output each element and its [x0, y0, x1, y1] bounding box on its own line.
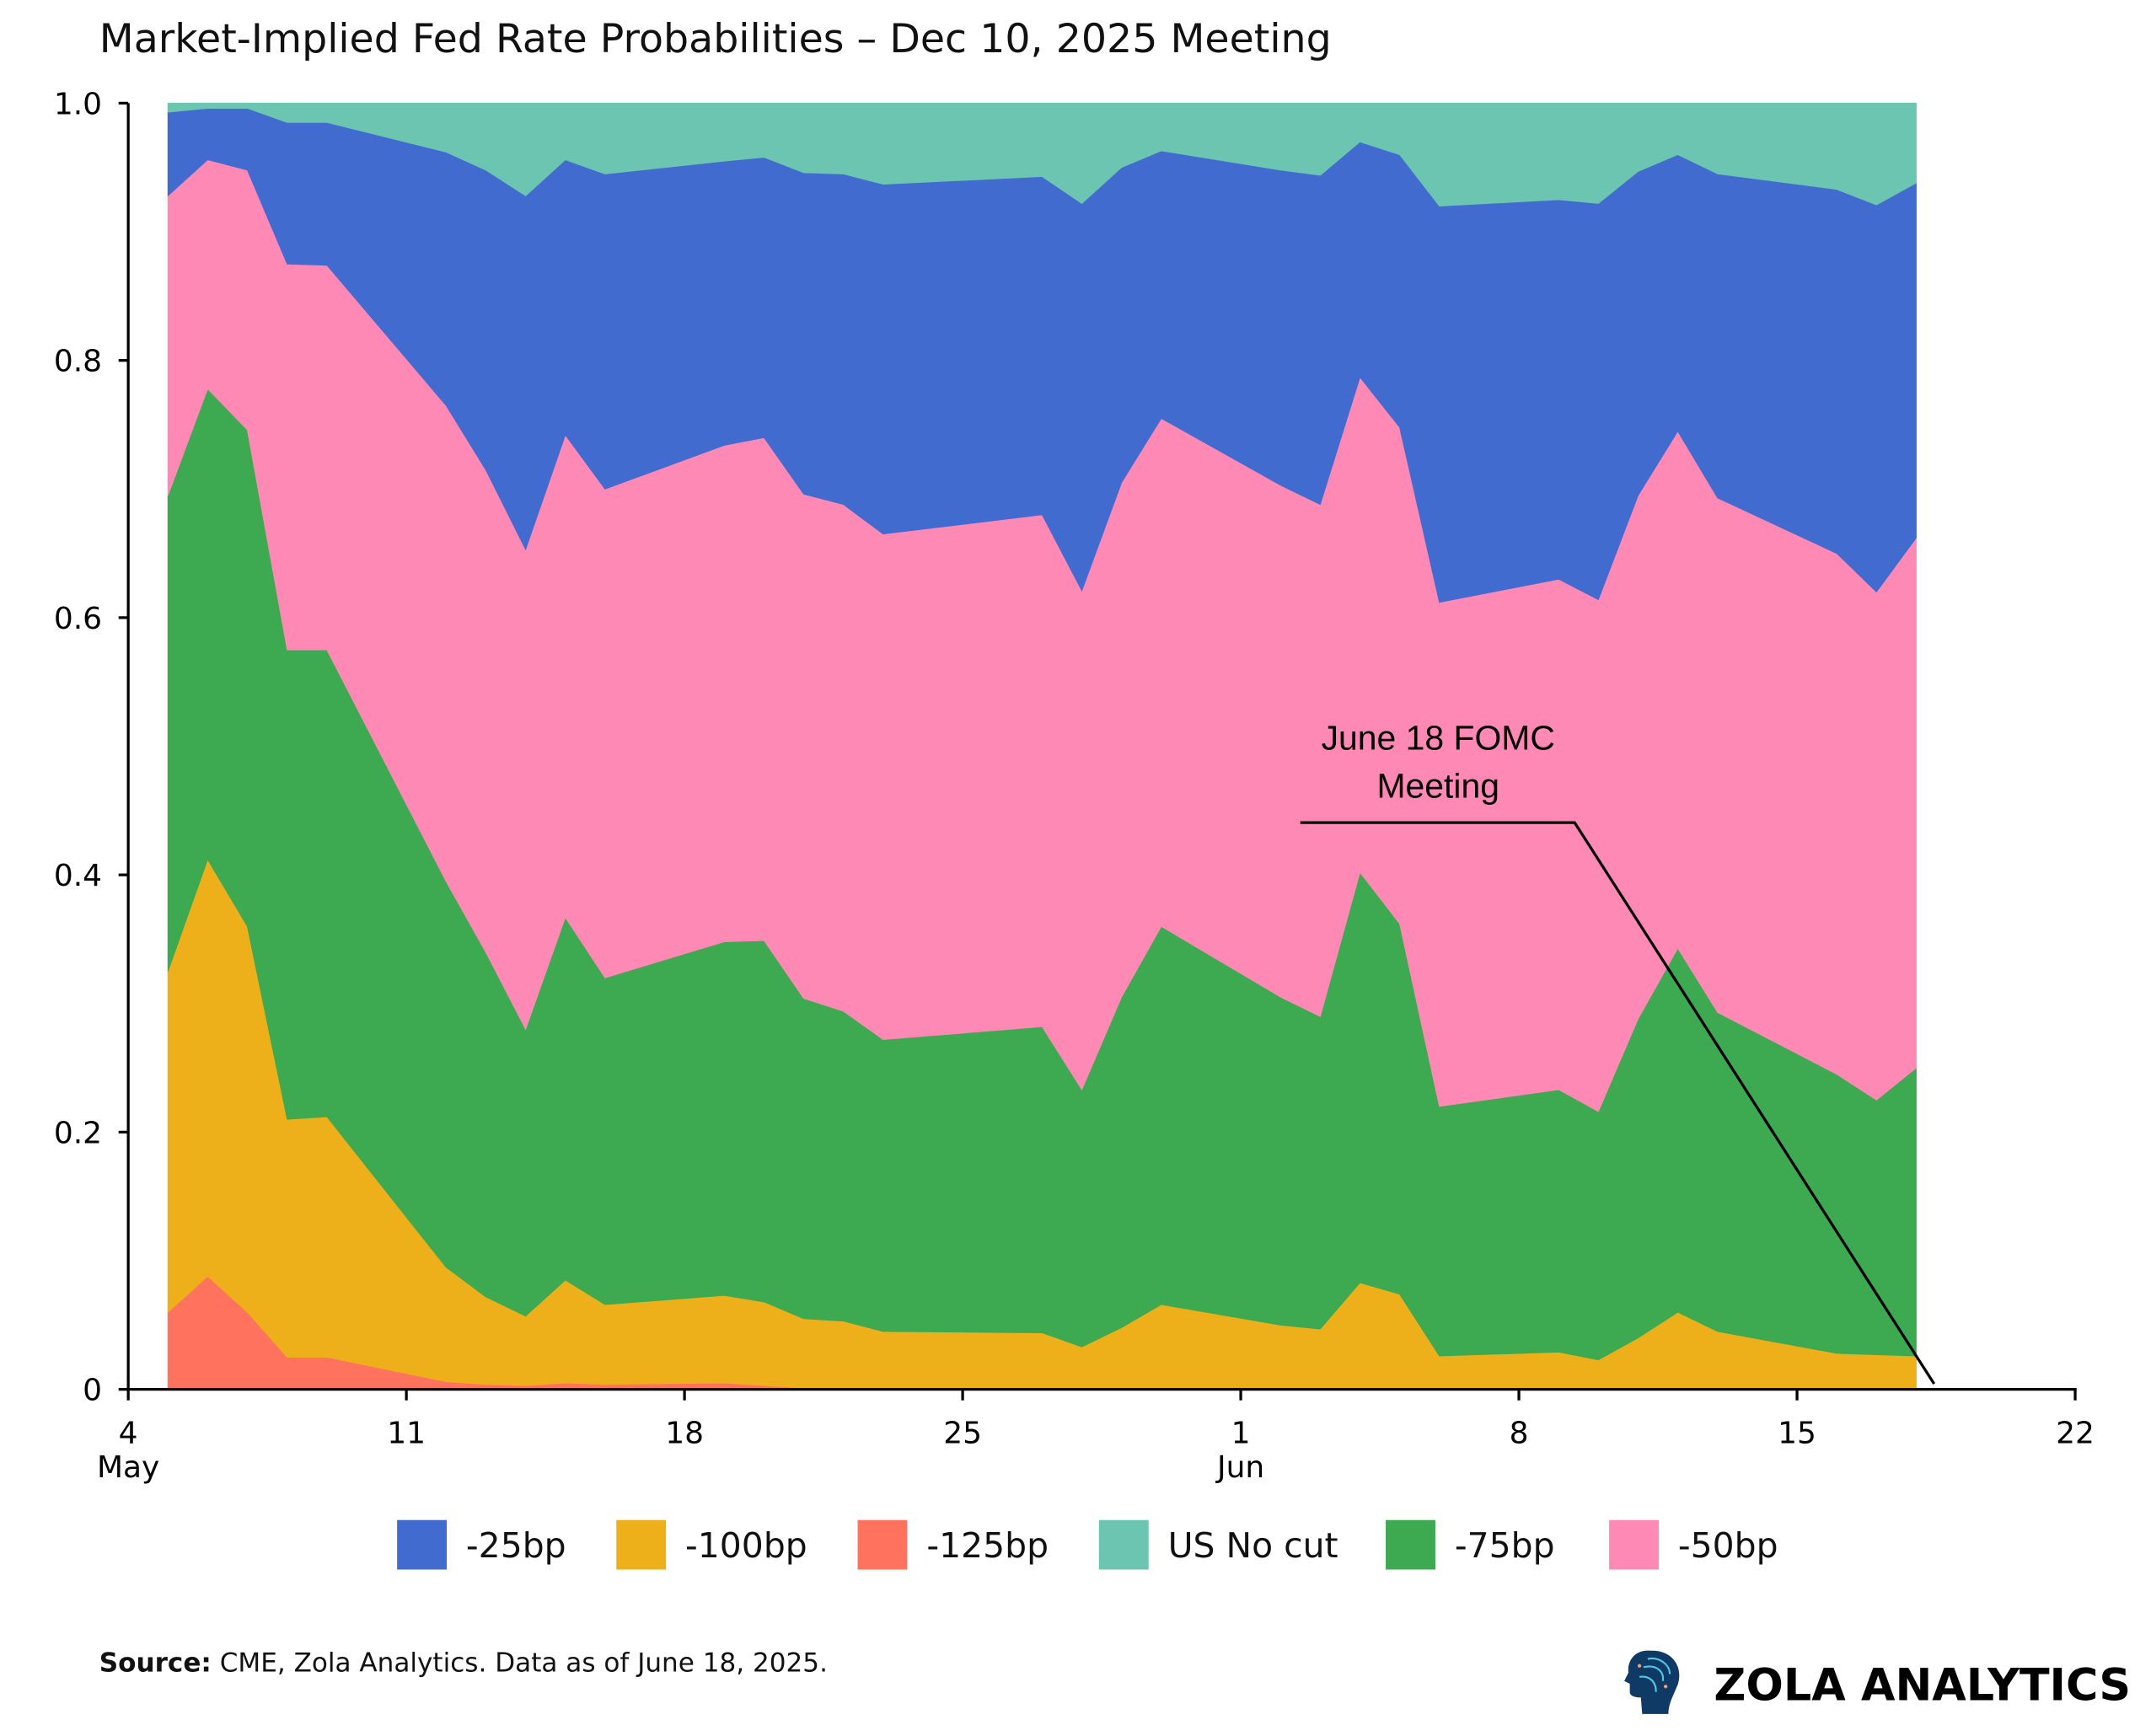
annotation-leader-line — [1300, 821, 1936, 1385]
x-tick-month-label: Jun — [1215, 1450, 1264, 1485]
y-tick-label: 0.4 — [54, 859, 102, 893]
legend-label: -125bp — [926, 1525, 1049, 1566]
area-us-no-cut — [167, 102, 1917, 207]
source-text: CME, Zola Analytics. Data as of June 18,… — [212, 1648, 828, 1678]
source-label: Source: — [99, 1648, 212, 1678]
x-tick-label: 11 — [387, 1416, 426, 1450]
legend-item-us-no-cut[interactable]: US No cut — [1098, 1519, 1338, 1570]
legend-swatch — [616, 1519, 667, 1570]
brand-name: ZOLA ANALYTICS — [1714, 1660, 2131, 1712]
area-series-group — [167, 102, 1917, 1390]
legend-swatch — [1386, 1519, 1435, 1570]
brand-logo: ZOLA ANALYTICS — [1624, 1650, 2131, 1714]
source-note: Source: CME, Zola Analytics. Data as of … — [99, 1648, 828, 1678]
x-tick-label: 4 — [119, 1416, 138, 1450]
legend-item-75bp[interactable]: -75bp — [1386, 1519, 1555, 1570]
legend-label: US No cut — [1168, 1525, 1338, 1566]
legend-label: -100bp — [685, 1525, 807, 1566]
y-tick-label: 0.6 — [54, 602, 102, 636]
annotation-line2: Meeting — [1377, 767, 1499, 806]
legend-item-25bp[interactable]: -25bp — [397, 1519, 566, 1570]
x-tick-label: 8 — [1510, 1416, 1529, 1450]
legend-swatch — [1609, 1519, 1659, 1570]
legend-label: -25bp — [466, 1525, 566, 1566]
y-tick-label: 0 — [83, 1374, 102, 1408]
legend-label: -75bp — [1455, 1525, 1555, 1566]
y-ticks: 0 0.2 0.4 0.6 0.8 1.0 — [54, 88, 129, 1408]
annotation-line1: June 18 FOMC — [1322, 719, 1555, 758]
legend-label: -50bp — [1678, 1525, 1778, 1566]
legend-swatch — [397, 1519, 448, 1570]
legend-item-100bp[interactable]: -100bp — [616, 1519, 807, 1570]
x-tick-month-label: May — [97, 1450, 159, 1485]
x-tick-label: 1 — [1231, 1416, 1251, 1450]
y-tick-label: 1.0 — [54, 88, 102, 122]
chart-title: Market-Implied Fed Rate Probabilities – … — [99, 16, 1332, 62]
x-tick-label: 15 — [1778, 1416, 1816, 1450]
brain-head-icon — [1624, 1650, 1680, 1714]
y-tick-label: 0.8 — [54, 345, 102, 379]
legend: -25bp -100bp -125bp US No cut -75bp -50bp — [397, 1519, 1778, 1570]
legend-item-50bp[interactable]: -50bp — [1609, 1519, 1778, 1570]
x-tick-label: 25 — [943, 1416, 982, 1450]
legend-swatch — [1098, 1519, 1149, 1570]
fomc-annotation: June 18 FOMC Meeting — [1300, 719, 1936, 1385]
legend-swatch — [857, 1519, 908, 1570]
axes — [126, 103, 2077, 1391]
y-tick-label: 0.2 — [54, 1117, 102, 1151]
legend-item-125bp[interactable]: -125bp — [857, 1519, 1049, 1570]
x-tick-label: 22 — [2056, 1416, 2095, 1450]
x-tick-label: 18 — [665, 1416, 704, 1450]
